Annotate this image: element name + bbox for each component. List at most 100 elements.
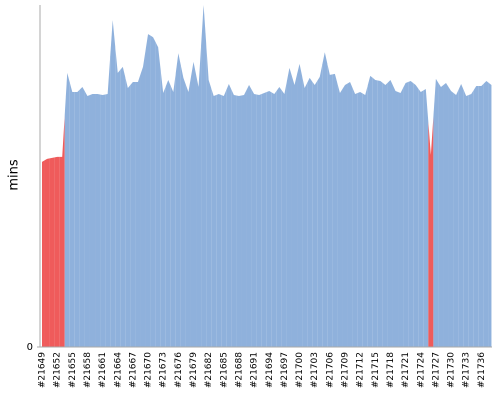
- area-segment: [251, 89, 257, 348]
- area-segment: [211, 87, 217, 347]
- x-tick-label: #21733: [462, 352, 472, 388]
- area-segment: [367, 75, 373, 347]
- area-segment: [201, 5, 207, 347]
- x-tick-label: #21730: [447, 352, 457, 388]
- area-segment: [408, 80, 414, 347]
- area-segment: [448, 86, 454, 348]
- area-segment: [281, 80, 287, 347]
- area-segment: [100, 94, 106, 347]
- x-tick-label: #21694: [265, 352, 275, 388]
- x-tick-label: #21724: [416, 352, 426, 388]
- area-segment: [453, 89, 459, 348]
- x-tick-label: #21700: [295, 352, 305, 388]
- area-segment: [297, 63, 303, 347]
- area-segment: [180, 65, 186, 348]
- area-segment: [42, 160, 45, 347]
- y-axis-label: mins: [7, 159, 22, 191]
- area-segment: [206, 42, 212, 347]
- area-segment: [468, 89, 474, 347]
- x-tick-label: #21661: [98, 352, 108, 388]
- x-tick-label: #21736: [477, 352, 487, 388]
- area-segment: [372, 77, 378, 348]
- x-tick-label: #21715: [371, 352, 381, 388]
- area-segment: [387, 79, 393, 347]
- area-segment: [226, 83, 232, 347]
- area-segment: [483, 80, 489, 347]
- area-segment: [69, 82, 75, 347]
- area-segment: [276, 86, 282, 348]
- area-segment: [196, 45, 202, 347]
- area-segment: [478, 83, 484, 347]
- x-tick-label: #21649: [38, 352, 48, 388]
- x-tick-label: #21673: [159, 352, 169, 388]
- area-segment: [216, 94, 222, 347]
- x-tick-label: #21664: [113, 352, 123, 388]
- x-tick-label: #21706: [325, 352, 335, 388]
- area-segment: [266, 91, 272, 347]
- area-segment: [79, 86, 85, 348]
- area-segment: [150, 35, 156, 347]
- x-tick-label: #21718: [386, 352, 396, 388]
- area-segment: [312, 80, 318, 347]
- area-segment: [463, 89, 469, 347]
- area-segment: [473, 85, 479, 348]
- area-segment: [175, 53, 181, 348]
- area-segment: [125, 77, 131, 348]
- area-segment: [130, 81, 136, 347]
- area-segment: [418, 88, 424, 348]
- area-segment: [488, 82, 492, 348]
- x-tick-label: #21727: [431, 352, 441, 388]
- area-segment: [89, 94, 96, 347]
- area-segment: [286, 67, 292, 347]
- x-tick-label: #21703: [310, 352, 320, 388]
- area-segment: [231, 89, 237, 348]
- area-segment: [246, 84, 252, 347]
- x-tick-label: #21712: [356, 352, 366, 388]
- area-segment: [49, 157, 55, 347]
- area-segment: [165, 79, 171, 347]
- x-tick-label: #21655: [68, 352, 78, 388]
- area-segment: [322, 52, 328, 348]
- area-segment: [362, 85, 368, 348]
- area-segment: [413, 82, 419, 348]
- area-segment: [433, 78, 439, 348]
- area-segment: [423, 88, 429, 347]
- area-segment: [135, 74, 141, 347]
- area-segment: [428, 116, 434, 347]
- area-segment: [256, 94, 262, 347]
- area-segment: [327, 63, 333, 347]
- area-segment: [160, 70, 166, 347]
- x-tick-label: #21667: [128, 352, 138, 388]
- area-segment: [271, 90, 277, 347]
- area-segment: [392, 85, 399, 348]
- area-segment: [302, 75, 308, 347]
- area-segment: [115, 46, 121, 347]
- area-segment: [458, 83, 464, 347]
- x-tick-label: #21676: [174, 352, 184, 388]
- x-tick-label: #21679: [189, 352, 199, 388]
- area-segment: [317, 64, 323, 348]
- area-segment: [64, 72, 70, 347]
- x-tick-label: #21709: [341, 352, 351, 388]
- x-tick-label: #21685: [219, 352, 229, 388]
- x-tick-label: #21658: [83, 352, 93, 388]
- area-segment: [357, 92, 363, 348]
- x-tick-label: #21682: [204, 352, 214, 388]
- area-segment: [382, 82, 388, 347]
- area-segment: [84, 91, 90, 347]
- area-segment: [120, 66, 126, 348]
- area-segment: [307, 77, 313, 348]
- area-segment: [110, 20, 116, 348]
- area-segment: [398, 87, 404, 347]
- area-segment: [352, 87, 358, 347]
- area-segment: [403, 81, 409, 347]
- x-tick-label: #21697: [280, 352, 290, 388]
- area-segment: [438, 82, 444, 348]
- area-segment: [145, 34, 151, 347]
- area-segment: [261, 92, 267, 348]
- area-segment: [95, 94, 101, 347]
- area-segment: [105, 57, 111, 347]
- area-segment: [342, 83, 348, 347]
- x-tick-label: #21670: [144, 352, 154, 388]
- area-segment: [443, 82, 449, 348]
